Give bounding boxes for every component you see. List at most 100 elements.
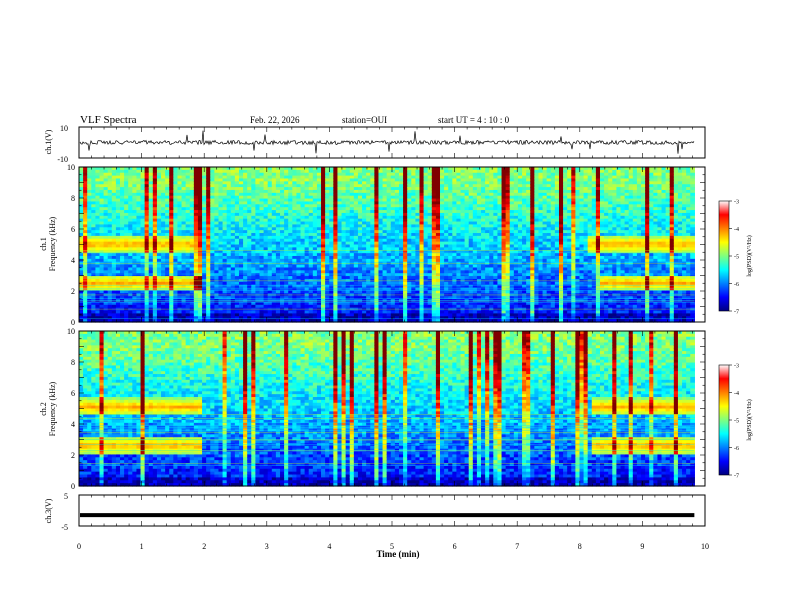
spectrogram-cell bbox=[308, 276, 314, 280]
spectrogram-cell bbox=[144, 241, 150, 246]
spectrogram-cell bbox=[288, 238, 293, 243]
spectrogram-cell bbox=[238, 195, 244, 200]
spectrogram-cell bbox=[243, 316, 248, 320]
spectrogram-cell bbox=[107, 264, 113, 269]
spectrogram-cell bbox=[140, 175, 146, 180]
spectrogram-cell bbox=[206, 310, 211, 314]
spectrogram-cell bbox=[181, 178, 187, 182]
spectrogram-cell bbox=[263, 238, 269, 243]
spectrogram-cell bbox=[79, 215, 84, 220]
spectrogram-cell bbox=[136, 215, 142, 220]
spectrogram-cell bbox=[206, 270, 211, 274]
spectrogram-cell bbox=[136, 189, 142, 194]
spectrogram-cell bbox=[173, 270, 179, 274]
spectrogram-cell bbox=[197, 250, 203, 254]
spectrogram-cell bbox=[103, 204, 109, 208]
spectrogram-cell bbox=[83, 250, 88, 254]
spectrogram-cell bbox=[218, 230, 224, 234]
spectrogram-cell bbox=[280, 233, 285, 237]
spectrogram-cell bbox=[91, 267, 97, 271]
spectrogram-cell bbox=[185, 235, 191, 240]
spectrogram-cell bbox=[144, 258, 150, 263]
spectrogram-cell bbox=[177, 233, 183, 237]
spectrogram-cell bbox=[185, 313, 191, 317]
spectrogram-cell bbox=[218, 316, 224, 320]
spectrogram-cell bbox=[234, 169, 240, 174]
spectrogram-cell bbox=[206, 296, 211, 300]
spectrogram-cell bbox=[271, 224, 277, 228]
spectrogram-cell bbox=[263, 189, 269, 194]
spectrogram-cell bbox=[210, 241, 215, 246]
spectrogram-cell bbox=[87, 253, 92, 257]
spectrogram-cell bbox=[210, 253, 215, 257]
spectrogram-cell bbox=[255, 201, 261, 205]
spectrogram-cell bbox=[136, 218, 142, 223]
spectrogram-cell bbox=[259, 221, 265, 226]
spectrogram-cell bbox=[173, 207, 179, 211]
spectrogram-cell bbox=[99, 301, 105, 306]
spectrogram-cell bbox=[140, 276, 146, 280]
spectrogram-cell bbox=[308, 184, 314, 188]
spectrogram-cell bbox=[181, 316, 187, 320]
spectrogram-cell bbox=[148, 235, 154, 240]
spectrogram-cell bbox=[321, 290, 326, 294]
spectrogram-cell bbox=[79, 284, 84, 289]
spectrogram-cell bbox=[247, 235, 252, 240]
spectrogram-cell bbox=[124, 241, 129, 246]
spectrogram-cell bbox=[87, 264, 92, 269]
spectrogram-cell bbox=[152, 290, 158, 294]
spectrogram-cell bbox=[300, 253, 306, 257]
spectrogram-cell bbox=[316, 227, 322, 231]
spectrogram-cell bbox=[140, 233, 146, 237]
spectrogram-cell bbox=[300, 233, 306, 237]
spectrogram-cell bbox=[206, 281, 211, 286]
spectrogram-cell bbox=[148, 201, 154, 205]
spectrogram-cell bbox=[280, 212, 285, 217]
spectrogram-cell bbox=[124, 273, 129, 277]
spectrogram-cell bbox=[185, 310, 191, 314]
spectrogram-cell bbox=[271, 316, 277, 320]
spectrogram-cell bbox=[79, 184, 84, 188]
spectrogram-cell bbox=[267, 230, 273, 234]
spectrogram-cell bbox=[128, 218, 133, 223]
spectrogram-cell bbox=[275, 172, 281, 177]
spectrogram-cell bbox=[230, 233, 236, 237]
spectrogram-cell bbox=[193, 218, 199, 223]
spectrogram-cell bbox=[312, 247, 318, 251]
spectrogram-cell bbox=[132, 169, 138, 174]
spectrogram-cell bbox=[288, 192, 293, 197]
spectrogram-cell bbox=[234, 270, 240, 274]
spectrogram-cell bbox=[292, 267, 298, 271]
spectrogram-cell bbox=[234, 253, 240, 257]
spectrogram-cell bbox=[247, 313, 252, 317]
spectrogram-cell bbox=[91, 207, 97, 211]
spectrogram-cell bbox=[140, 178, 146, 182]
spectrogram-cell bbox=[251, 273, 256, 277]
spectrogram-cell bbox=[165, 235, 170, 240]
spectrogram-cell bbox=[95, 296, 101, 300]
spectrogram-cell bbox=[193, 307, 199, 312]
spectrogram-cell bbox=[259, 192, 265, 197]
spectrogram-cell bbox=[99, 238, 105, 243]
spectrogram-cell bbox=[280, 290, 285, 294]
spectrogram-cell bbox=[247, 264, 252, 269]
spectrogram-cell bbox=[165, 276, 170, 280]
spectrogram-cell bbox=[288, 287, 293, 292]
spectrogram-cell bbox=[247, 319, 252, 323]
spectrogram-cell bbox=[115, 238, 121, 243]
spectrogram-cell bbox=[255, 273, 261, 277]
spectrogram-cell bbox=[156, 264, 162, 269]
spectrogram-cell bbox=[234, 301, 240, 306]
spectrogram-cell bbox=[181, 235, 187, 240]
spectrogram-cell bbox=[280, 178, 285, 182]
spectrogram-cell bbox=[189, 304, 195, 309]
spectrogram-cell bbox=[124, 316, 129, 320]
spectrogram-cell bbox=[321, 218, 326, 223]
spectrogram-cell bbox=[284, 304, 289, 309]
spectrogram-cell bbox=[115, 198, 121, 203]
spectrogram-cell bbox=[185, 215, 191, 220]
spectrogram-cell bbox=[193, 207, 199, 211]
spectrogram-cell bbox=[316, 169, 322, 174]
spectrogram-cell bbox=[124, 310, 129, 314]
spectrogram-cell bbox=[275, 204, 281, 208]
